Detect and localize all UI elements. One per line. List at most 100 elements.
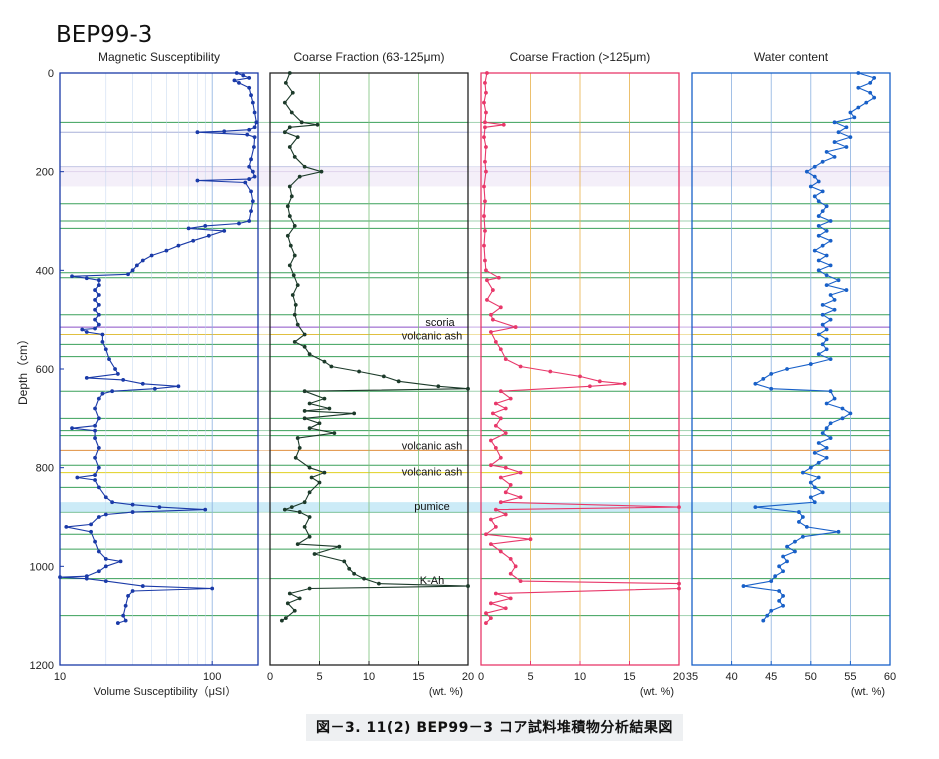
- x-tick-label: 10: [54, 671, 66, 683]
- data-point: [832, 154, 837, 159]
- figure-title: BEP99-3: [56, 22, 153, 48]
- data-point: [483, 159, 487, 164]
- data-point: [498, 475, 503, 480]
- data-point: [483, 199, 487, 204]
- data-point: [832, 120, 837, 125]
- data-point: [808, 184, 813, 189]
- data-point: [836, 529, 841, 534]
- panel-1: Magnetic Susceptibility 10 100 Volume Susce…: [54, 50, 259, 698]
- x-tick-label: 0: [478, 671, 484, 683]
- data-point: [832, 307, 837, 312]
- annotation-label: volcanic ash: [402, 330, 463, 342]
- data-line: [483, 72, 680, 624]
- data-point: [93, 455, 97, 460]
- data-point: [295, 283, 300, 288]
- data-point: [96, 283, 101, 288]
- data-point: [89, 522, 93, 527]
- data-point: [781, 569, 785, 574]
- data-point: [518, 495, 523, 500]
- data-point: [489, 330, 493, 334]
- data-point: [58, 575, 62, 580]
- data-point: [797, 510, 801, 514]
- data-point: [828, 317, 833, 322]
- data-point: [329, 364, 334, 369]
- y-axis-label: Depth（cm）: [16, 333, 30, 405]
- data-point: [498, 389, 503, 394]
- x-tick-label: 5: [527, 671, 533, 683]
- data-point: [295, 135, 300, 140]
- data-point: [769, 579, 774, 584]
- data-point: [115, 372, 120, 376]
- data-point: [291, 273, 296, 278]
- data-point: [812, 194, 817, 199]
- data-point: [483, 228, 487, 233]
- data-point: [254, 120, 259, 125]
- data-point: [252, 174, 257, 179]
- data-point: [856, 105, 861, 110]
- data-point: [140, 258, 145, 263]
- data-point: [89, 529, 93, 534]
- x-axis-label: (wt. %): [429, 686, 463, 698]
- data-point: [322, 359, 327, 364]
- data-point: [872, 95, 877, 100]
- data-point: [289, 505, 294, 510]
- data-point: [295, 542, 300, 547]
- data-point: [93, 406, 97, 411]
- data-point: [820, 312, 825, 317]
- data-point: [96, 396, 101, 401]
- data-point: [824, 337, 829, 342]
- data-point: [237, 80, 241, 85]
- data-point: [493, 446, 498, 450]
- data-point: [93, 423, 97, 428]
- data-point: [785, 367, 789, 371]
- data-point: [396, 379, 401, 384]
- data-point: [781, 554, 785, 559]
- data-point: [498, 305, 503, 310]
- data-point: [828, 436, 833, 440]
- data-point: [290, 90, 295, 95]
- data-point: [836, 130, 841, 135]
- data-point: [176, 384, 181, 389]
- data-point: [292, 253, 297, 258]
- data-point: [482, 135, 486, 140]
- data-point: [195, 130, 200, 135]
- x-tick-label: 100: [203, 671, 221, 683]
- panel-title: Coarse Fraction (63-125μm): [294, 50, 445, 64]
- data-point: [322, 470, 327, 475]
- data-point: [237, 221, 241, 226]
- data-point: [489, 542, 493, 547]
- data-point: [816, 224, 821, 228]
- annotation-label: scoria: [425, 317, 455, 329]
- data-point: [234, 71, 239, 75]
- data-point: [824, 347, 829, 352]
- data-point: [302, 409, 307, 413]
- panel-4: Water content 35 40 45 50 55 60 (wt. %): [686, 50, 896, 698]
- annotation-label: volcanic ash: [402, 467, 463, 479]
- data-point: [769, 372, 774, 376]
- data-point: [243, 180, 248, 185]
- data-point: [482, 243, 486, 248]
- data-point: [299, 120, 304, 125]
- data-point: [828, 293, 833, 297]
- data-point: [864, 100, 869, 105]
- data-point: [816, 214, 821, 218]
- data-point: [808, 480, 813, 485]
- data-point: [130, 589, 135, 593]
- data-point: [342, 559, 347, 564]
- data-point: [84, 375, 89, 380]
- data-point: [247, 85, 252, 90]
- data-point: [852, 115, 857, 120]
- data-point: [118, 559, 123, 564]
- data-point: [203, 507, 208, 512]
- data-point: [312, 552, 317, 556]
- data-point: [100, 332, 105, 337]
- data-point: [804, 169, 809, 174]
- data-point: [622, 381, 627, 386]
- data-point: [528, 537, 533, 542]
- data-point: [203, 224, 208, 228]
- data-point: [103, 579, 108, 584]
- data-point: [578, 374, 582, 379]
- data-point: [130, 268, 135, 273]
- data-point: [93, 288, 97, 292]
- data-point: [484, 90, 488, 95]
